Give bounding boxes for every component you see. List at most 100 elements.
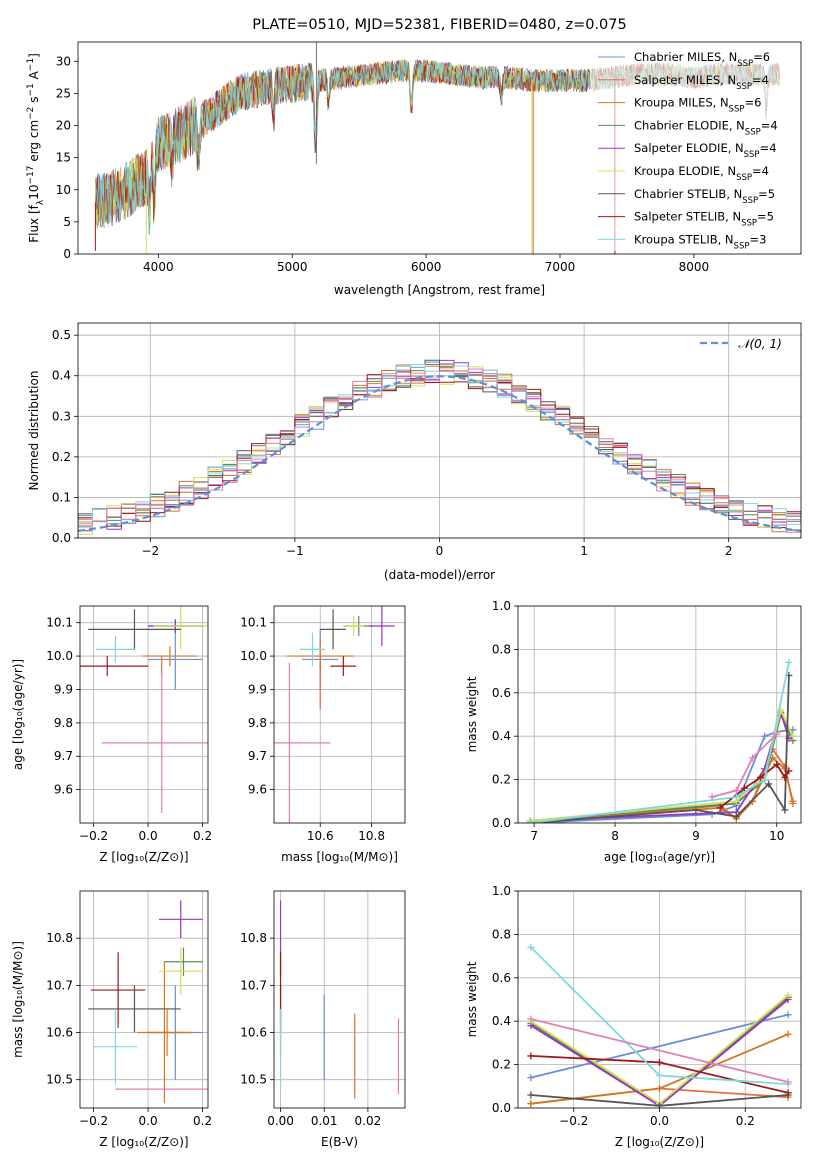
weight-marker [765,780,773,788]
axes-frame [517,890,802,1109]
y-tick-label: 0.3 [52,409,71,423]
legend-entry: Chabrier STELIB, NSSP=5 [634,187,775,206]
y-tick-label: 10.1 [46,616,73,630]
error-point [93,1008,138,1085]
axes-frame [79,605,209,824]
chart-title: PLATE=0510, MJD=52381, FIBERID=0480, z=0… [252,17,626,33]
y-tick-label: 0.6 [492,686,511,700]
weight-marker [716,804,724,812]
weight-marker [656,1102,663,1108]
y-tick-label: 10.1 [240,616,267,630]
x-tick-label: 0.01 [311,1114,338,1128]
y-tick-label: 0 [63,247,71,261]
y-tick-label: 5 [63,215,71,229]
y-tick-label: 9.9 [54,682,73,696]
weight-marker [527,1100,535,1108]
legend-entry: Chabrier MILES, NSSP=6 [634,50,770,69]
weight-series [530,675,790,823]
weight-series [719,763,790,809]
y-tick-label: 0.2 [492,1058,511,1072]
y-tick-label: 9.6 [248,783,267,797]
x-axis-label: mass [log₁₀(M/M⊙)] [281,850,398,864]
y-tick-label: 25 [56,86,71,100]
y-tick-label: 0.0 [52,531,71,545]
y-tick-label: 9.7 [54,749,73,763]
weight-marker [789,797,797,805]
weight-marker [785,767,793,775]
x-tick-label: 1 [580,544,588,558]
weight-series [530,1018,789,1083]
x-tick-label: −2 [141,544,159,558]
axes-mass_vs_Z: −0.2 0.0 0.2 10.5 10.6 10.7 10.8 Z [log₁₀(Z/Z⊙)… [11,890,212,1149]
weight-marker [757,773,765,781]
y-tick-label: 10.8 [46,931,73,945]
legend-entry: Chabrier ELODIE, NSSP=4 [634,118,778,137]
error-point [96,636,135,663]
x-tick-label: −1 [286,544,304,558]
weight-marker [527,1015,535,1023]
weight-series [711,733,778,798]
axes-frame [79,890,209,1109]
x-axis-label: (data-model)/error [384,568,495,582]
axes-frame [273,890,406,1109]
axes-age_vs_mass: 10.6 10.8 9.6 9.7 9.8 9.9 10.0 10.1 mass [log₁₀(… [240,605,406,864]
weight-marker [761,732,769,740]
error-point [137,961,192,1104]
x-tick-label: 8000 [679,260,710,274]
legend-entry: Kroupa STELIB, NSSP=3 [634,232,766,251]
weight-marker [732,812,740,820]
x-tick-label: −0.2 [79,829,108,843]
legend-entry: Salpeter MILES, NSSP=4 [634,73,769,92]
error-point [274,662,331,823]
weight-marker [708,793,716,801]
legend-entry: Kroupa ELODIE, NSSP=4 [634,164,769,183]
axes-mass_vs_ebv: 0.00 0.01 0.02 10.5 10.6 10.7 10.8 E(B-V) [240,890,406,1149]
error-point [148,629,203,690]
x-axis-label: wavelength [Angstrom, rest frame] [334,283,545,297]
weight-marker [527,1052,535,1060]
weight-series [530,1013,789,1079]
weight-marker [740,784,748,792]
axes-frame [77,41,802,255]
y-tick-label: 0.0 [492,816,511,830]
x-tick-label: 6000 [411,260,442,274]
y-tick-label: 10.7 [240,978,267,992]
x-tick-label: 0.02 [355,1114,382,1128]
weight-marker [656,1058,663,1066]
axes-frame [517,605,802,824]
axes-spectrum: 4000 5000 6000 7000 8000 0 5 10 15 20 25 30 PLATE=05… [26,17,802,297]
y-tick-label: 1.0 [492,884,511,898]
x-tick-label: 0.0 [139,829,158,843]
error-point [330,656,357,677]
weight-marker [781,806,789,814]
x-tick-label: 0.2 [193,829,212,843]
weight-marker [748,754,756,762]
weight-marker [784,1011,792,1019]
y-tick-label: 0.6 [492,971,511,985]
plot-area [518,891,801,1108]
y-tick-label: 9.8 [54,716,73,730]
y-tick-label: 10.0 [46,649,73,663]
y-tick-label: 0.8 [492,642,511,656]
legend-entry: Salpeter STELIB, NSSP=5 [634,210,774,229]
x-tick-label: 0 [436,544,444,558]
error-point [320,609,346,650]
y-tick-label: 0.4 [52,369,71,383]
x-tick-label: 0.2 [193,1114,212,1128]
weight-marker [732,793,740,801]
weight-marker [781,773,789,781]
y-axis-label: mass [log₁₀(M/M⊙)] [11,941,25,1058]
error-point [343,616,364,637]
error-point [153,606,208,650]
weight-marker [656,1084,663,1092]
error-point [158,947,203,995]
y-tick-label: 10.6 [240,1026,267,1040]
error-point [158,900,203,939]
plot-area [78,323,801,538]
x-axis-label: Z [log₁₀(Z/Z⊙)] [99,1135,188,1149]
x-tick-label: 9 [692,829,700,843]
weight-marker [784,1089,792,1097]
legend-entry: Salpeter ELODIE, NSSP=4 [634,141,777,160]
x-tick-label: 7 [530,829,538,843]
